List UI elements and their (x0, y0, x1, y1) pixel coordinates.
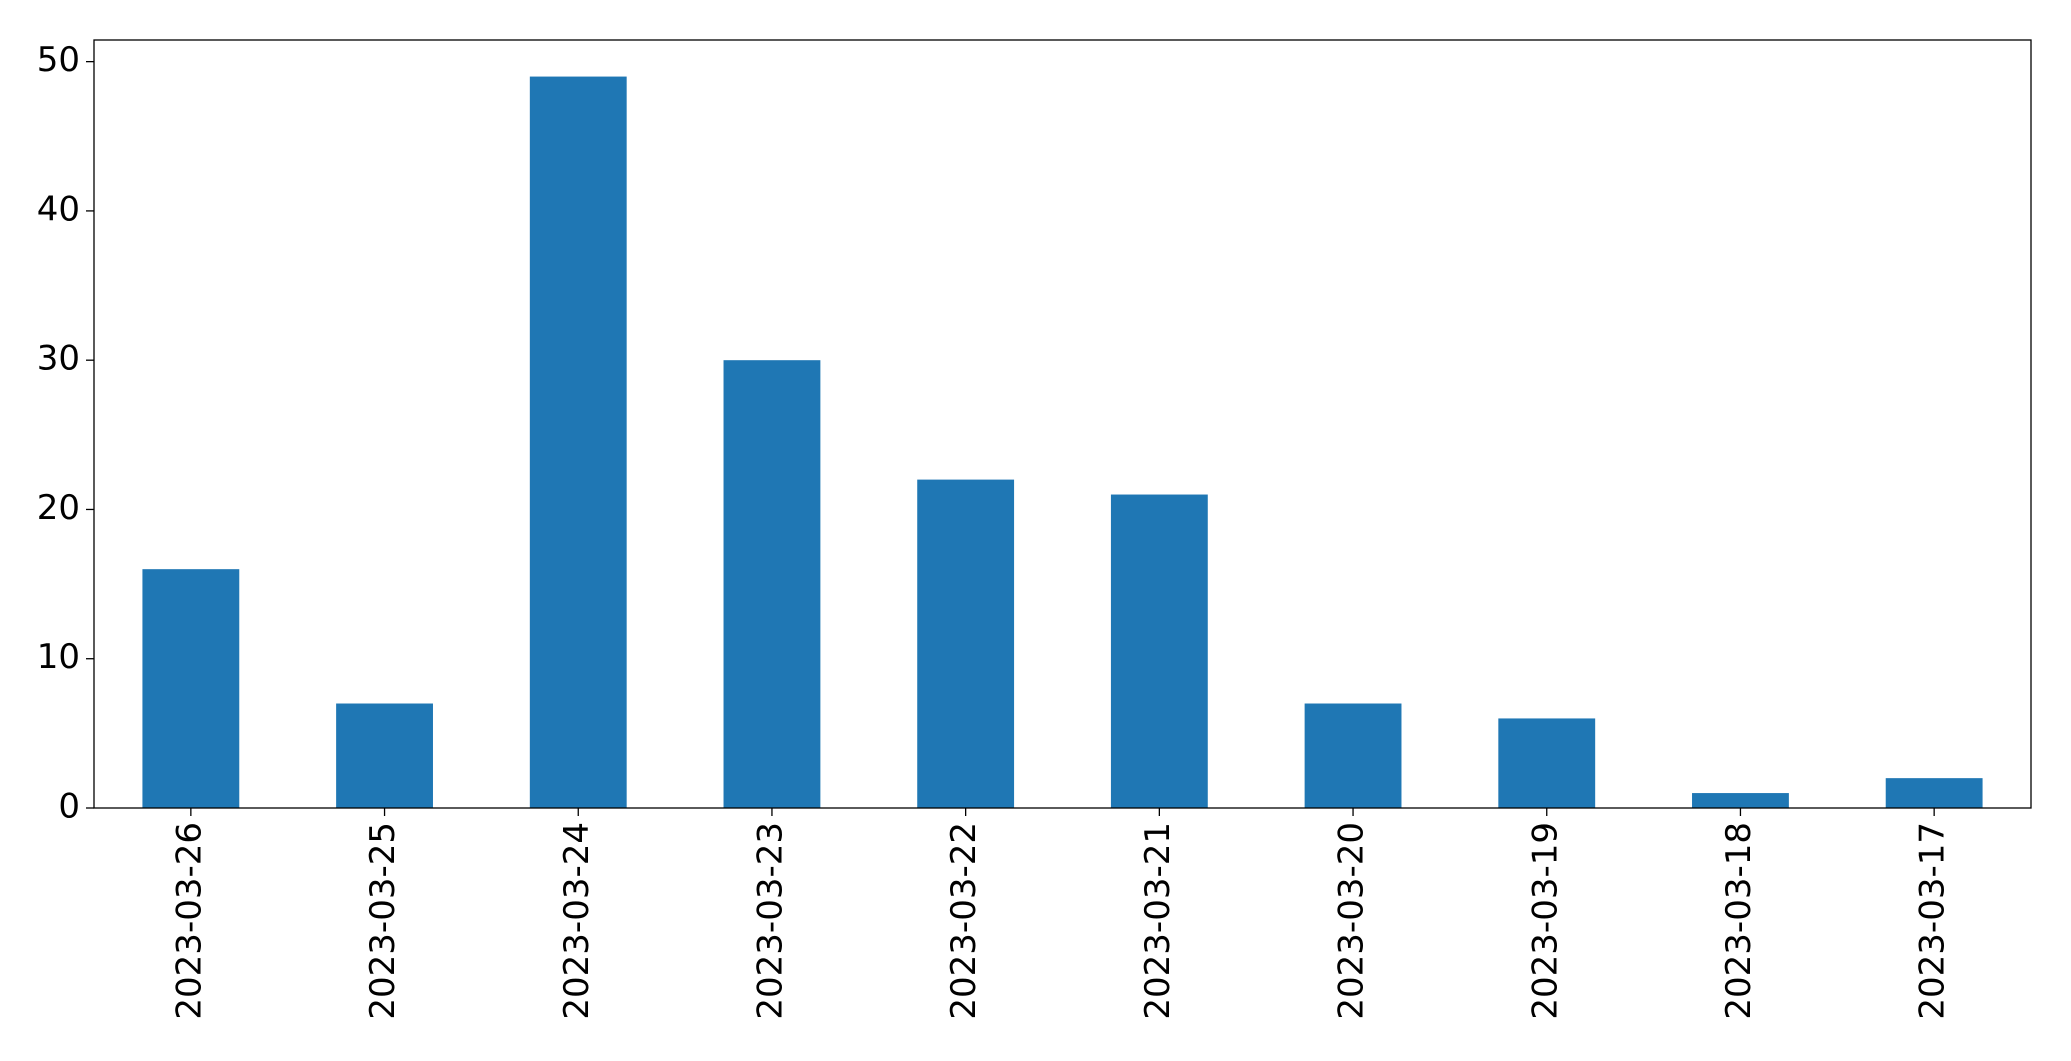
x-tick-label: 2023-03-19 (1525, 822, 1565, 1020)
y-tick-label: 30 (37, 339, 80, 379)
x-tick-label: 2023-03-23 (750, 822, 790, 1020)
bar (917, 479, 1015, 808)
x-tick-label: 2023-03-17 (1913, 822, 1953, 1020)
x-tick-label: 2023-03-20 (1332, 822, 1372, 1020)
x-tick-label: 2023-03-25 (363, 822, 403, 1020)
y-tick-label: 10 (37, 637, 80, 677)
y-tick-label: 50 (37, 40, 80, 80)
bar (529, 76, 627, 809)
y-tick-label: 20 (37, 488, 80, 528)
x-tick-label: 2023-03-26 (169, 822, 209, 1020)
y-tick-label: 0 (58, 787, 80, 827)
plot-frame (93, 39, 2032, 809)
bar (1304, 703, 1402, 808)
bar (1498, 718, 1596, 808)
x-tick-label: 2023-03-24 (557, 822, 597, 1020)
x-tick-label: 2023-03-18 (1719, 822, 1759, 1020)
x-tick-label: 2023-03-21 (1138, 822, 1178, 1020)
x-tick-label: 2023-03-22 (944, 822, 984, 1020)
bar (336, 703, 433, 808)
bar (723, 360, 821, 808)
y-tick-label: 40 (37, 189, 80, 229)
bar (142, 569, 240, 808)
bar (1885, 778, 1983, 808)
bar (1110, 494, 1208, 808)
bar (1692, 793, 1789, 808)
